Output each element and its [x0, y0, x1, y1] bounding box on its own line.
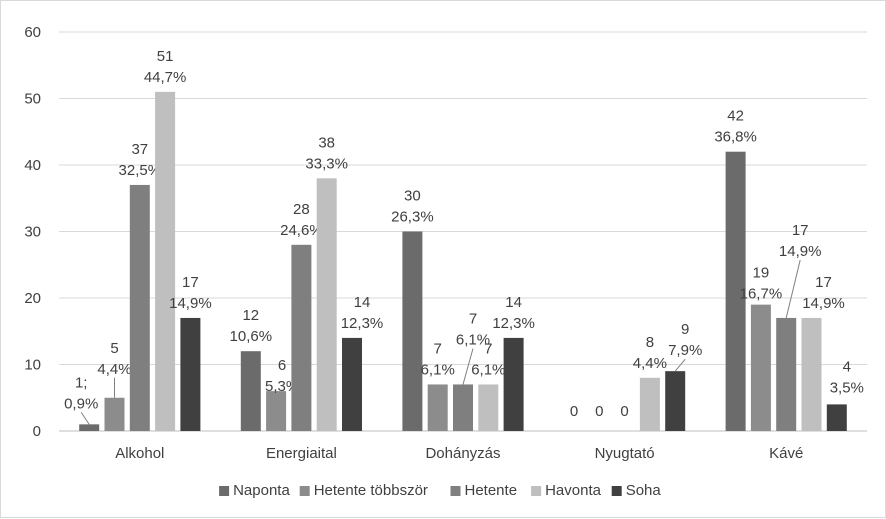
data-label: 17 [815, 274, 832, 291]
leader-line [674, 358, 686, 372]
legend-label: Havonta [545, 482, 602, 499]
bar [342, 337, 362, 431]
y-tick-label: 10 [24, 357, 41, 374]
data-label: 4,4% [97, 361, 131, 378]
data-label: 4 [843, 358, 851, 375]
data-label: 12,3% [492, 315, 535, 332]
data-label: 10,6% [230, 328, 273, 345]
data-label: 7 [484, 340, 492, 357]
bar [665, 371, 686, 431]
data-label: 12 [242, 307, 259, 324]
leader-line [80, 412, 90, 425]
bar [427, 384, 448, 431]
data-label: 17 [182, 274, 199, 291]
data-label: 1; [75, 374, 88, 391]
legend-swatch [299, 486, 310, 496]
legend-swatch [531, 486, 542, 496]
bar [291, 244, 312, 431]
bar [316, 178, 337, 431]
bar [402, 231, 423, 431]
legend-label: Soha [626, 482, 662, 499]
leader-line [462, 348, 474, 385]
bar [453, 384, 473, 431]
data-label: 6,1% [456, 331, 490, 348]
data-label: 0,9% [64, 395, 98, 412]
bar [503, 337, 524, 431]
bar [478, 384, 499, 431]
data-label: 6,1% [421, 361, 455, 378]
bar [750, 304, 771, 431]
data-label: 37 [131, 141, 148, 158]
data-label: 14 [354, 294, 371, 311]
legend-swatch [219, 486, 230, 496]
data-label: 5 [110, 340, 118, 357]
bar [266, 391, 287, 431]
data-label: 24,6% [280, 222, 323, 239]
data-label: 30 [404, 188, 421, 205]
x-category-label: Alkohol [115, 445, 164, 462]
data-label: 51 [157, 48, 174, 65]
data-label: 19 [753, 265, 770, 282]
bar [129, 184, 150, 431]
data-label: 38 [318, 134, 335, 151]
data-label: 14,9% [802, 295, 845, 312]
data-label: 28 [293, 201, 310, 218]
data-label: 6 [278, 357, 286, 374]
data-label: 4,4% [633, 355, 667, 372]
bar [240, 351, 261, 431]
data-label: 44,7% [144, 69, 187, 86]
x-category-label: Nyugtató [595, 445, 655, 462]
x-category-label: Kávé [769, 445, 803, 462]
bar [801, 317, 822, 431]
data-label: 36,8% [714, 129, 757, 146]
data-label: 9 [681, 321, 689, 338]
leader-line [785, 259, 801, 319]
bar [180, 317, 201, 431]
bar [776, 317, 797, 431]
data-label: 26,3% [391, 209, 434, 226]
y-tick-label: 20 [24, 290, 41, 307]
data-label: 14,9% [779, 243, 822, 260]
x-category-label: Dohányzás [425, 445, 500, 462]
data-label: 42 [727, 108, 744, 125]
data-label: 32,5% [119, 162, 162, 179]
y-tick-label: 40 [24, 157, 41, 174]
data-label: 33,3% [305, 155, 348, 172]
data-label: 16,7% [740, 286, 783, 303]
data-label: 7 [469, 310, 477, 327]
legend-label: Naponta [233, 482, 290, 499]
legend-swatch [611, 486, 622, 496]
bar [104, 397, 125, 431]
bar [155, 91, 176, 431]
data-label: 17 [792, 222, 809, 239]
legend-label: Hetente többször [314, 482, 428, 499]
bar [826, 404, 847, 431]
data-label: 14,9% [169, 295, 212, 312]
data-label: 7 [434, 340, 442, 357]
data-label: 12,3% [341, 315, 384, 332]
legend-swatch [450, 486, 461, 496]
data-label: 8 [646, 334, 654, 351]
data-label: 0 [595, 403, 603, 420]
bar [639, 377, 660, 431]
data-label: 5,3% [265, 378, 299, 395]
y-tick-label: 30 [24, 224, 41, 241]
x-category-label: Energiaital [266, 445, 337, 462]
y-tick-label: 0 [33, 423, 41, 440]
bar [79, 424, 100, 431]
data-label: 0 [570, 403, 578, 420]
data-label: 7,9% [668, 342, 702, 359]
y-tick-label: 50 [24, 91, 41, 108]
legend-label: Hetente [465, 482, 518, 499]
y-tick-label: 60 [24, 24, 41, 41]
data-label: 0 [620, 403, 628, 420]
data-label: 14 [505, 294, 522, 311]
bar [725, 151, 746, 431]
data-label: 6,1% [471, 361, 505, 378]
data-label: 3,5% [830, 379, 864, 396]
